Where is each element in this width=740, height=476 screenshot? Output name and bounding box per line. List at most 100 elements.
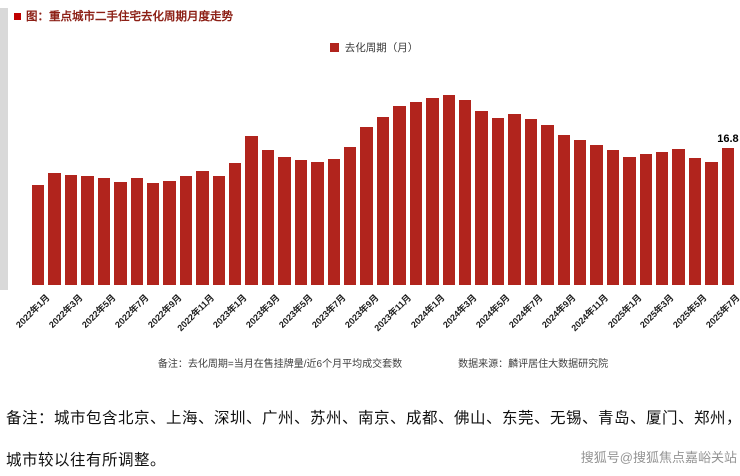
bar-2022年5月	[97, 178, 111, 285]
bar-slot: 16.8	[717, 89, 739, 285]
x-axis-tick-label: 2022年1月	[14, 292, 52, 330]
cities-note-line1: 备注：城市包含北京、上海、深圳、广州、苏州、南京、成都、佛山、东莞、无锡、青岛、…	[6, 410, 740, 427]
bar-slot	[573, 89, 587, 285]
bar-slot	[163, 89, 176, 285]
x-tick-slot: 2023年7月	[310, 289, 347, 349]
x-tick-slot: 2023年5月	[277, 289, 314, 349]
x-tick-slot: 2023年9月	[343, 289, 380, 349]
bar-2022年8月	[146, 182, 160, 285]
footnote-data-source: 数据来源：麟评居住大数据研究院	[458, 359, 609, 370]
bar-2023年11月	[393, 106, 406, 285]
bar-slot	[458, 89, 472, 285]
bar-2025年7月: 16.8	[717, 133, 739, 285]
bar-slot	[409, 89, 423, 285]
bar-2022年12月	[212, 175, 226, 285]
x-tick-slot: 2022年3月	[47, 289, 84, 349]
x-tick-slot: 2023年3月	[244, 289, 281, 349]
bar-2023年12月	[409, 102, 423, 285]
bar-slot	[524, 89, 538, 285]
x-tick-slot: 2024年9月	[540, 289, 577, 349]
bar-slot	[672, 89, 685, 285]
bar-slot	[590, 89, 603, 285]
bar-2024年4月	[475, 111, 488, 285]
bar-2023年6月	[311, 161, 324, 285]
bar-slot	[705, 89, 718, 285]
bar-slot	[475, 89, 488, 285]
bar-slot	[623, 89, 636, 285]
title-bullet-square-icon	[14, 12, 21, 20]
bar-slot	[491, 89, 505, 285]
bar-2022年1月	[32, 185, 45, 285]
x-tick-slot: 2022年9月	[146, 289, 183, 349]
bar-slot	[376, 89, 390, 285]
bar-slot	[541, 89, 554, 285]
bar-slot	[245, 89, 258, 285]
bar-2022年9月	[163, 181, 176, 285]
x-tick-slot: 2025年1月	[606, 289, 643, 349]
x-tick-slot: 2023年11月	[372, 289, 413, 349]
bar-slot	[261, 89, 275, 285]
bar-2024年12月	[606, 150, 620, 285]
bar-2022年2月	[48, 173, 61, 285]
x-tick-slot: 2024年1月	[409, 289, 446, 349]
bar-slot	[97, 89, 111, 285]
x-tick-slot: 2024年11月	[570, 289, 611, 349]
left-edge-strip	[0, 8, 8, 290]
bar-2024年2月	[442, 94, 455, 285]
x-tick-slot: 2025年5月	[671, 289, 708, 349]
bar-slot	[426, 89, 439, 285]
bar-slot	[344, 89, 357, 285]
bar-2023年1月	[229, 163, 242, 285]
bar-slot	[278, 89, 291, 285]
bar-slot	[48, 89, 61, 285]
bar-2024年6月	[508, 114, 521, 285]
footnote-formula: 备注：去化周期=当月在售挂牌量/近6个月平均成交套数	[157, 359, 403, 370]
bar-slot	[442, 89, 455, 285]
bar-2023年2月	[245, 136, 258, 285]
bar-slot	[688, 89, 702, 285]
legend: 去化周期（月）	[12, 40, 736, 55]
cities-note-line2: 城市较以往有所调整。	[6, 452, 167, 469]
bar-slot	[360, 89, 373, 285]
bar-2022年11月	[196, 170, 209, 285]
chart-title: 图：重点城市二手住宅去化周期月度走势	[26, 11, 233, 23]
bar-2023年8月	[344, 146, 357, 285]
bar-2022年6月	[114, 182, 127, 285]
bar-2024年10月	[573, 140, 587, 285]
bar-slot	[146, 89, 160, 285]
x-tick-slot: 2024年5月	[474, 289, 511, 349]
bar-2024年9月	[557, 134, 570, 285]
bar-slot	[196, 89, 209, 285]
bar-2022年3月	[64, 174, 78, 285]
bar-slot	[294, 89, 308, 285]
bar-2024年11月	[590, 145, 603, 285]
bar-slot	[212, 89, 226, 285]
bar-2024年8月	[541, 124, 554, 285]
x-tick-slot: 2025年7月	[704, 289, 740, 349]
bar-2023年5月	[294, 160, 308, 285]
bar-2022年4月	[81, 176, 94, 285]
x-axis-labels: 2022年1月 2022年3月 2022年5月 2022年7月 2022年9月 2022年…	[14, 289, 740, 349]
bar-2023年9月	[360, 127, 373, 285]
x-tick-slot: 2025年3月	[638, 289, 675, 349]
x-tick-slot: 2023年1月	[211, 289, 248, 349]
bar-2025年4月	[672, 148, 685, 285]
bar-2025年2月	[639, 154, 653, 285]
bars: 16.8	[32, 89, 739, 285]
x-tick-slot: 2024年3月	[441, 289, 478, 349]
x-tick-slot: 2022年1月	[14, 289, 51, 349]
bar-slot	[393, 89, 406, 285]
sohu-watermark: 搜狐号@搜狐焦点嘉峪关站	[580, 450, 737, 465]
bar-slot	[327, 89, 341, 285]
chart-footnotes: 备注：去化周期=当月在售挂牌量/近6个月平均成交套数 数据来源：麟评居住大数据研…	[32, 355, 734, 370]
bar-slot	[606, 89, 620, 285]
chart-title-row: 图：重点城市二手住宅去化周期月度走势	[14, 8, 736, 24]
bar-slot	[656, 89, 669, 285]
bar-slot	[229, 89, 242, 285]
bar-slot	[311, 89, 324, 285]
bar-chart: 16.8 2022年1月 2022年3月 2022年5月 2022年7月 2022年9月…	[14, 89, 740, 370]
bar-2025年5月	[688, 158, 702, 285]
x-tick-slot: 2022年11月	[175, 289, 216, 349]
bar-2023年3月	[261, 150, 275, 285]
bar-2023年4月	[278, 156, 291, 285]
